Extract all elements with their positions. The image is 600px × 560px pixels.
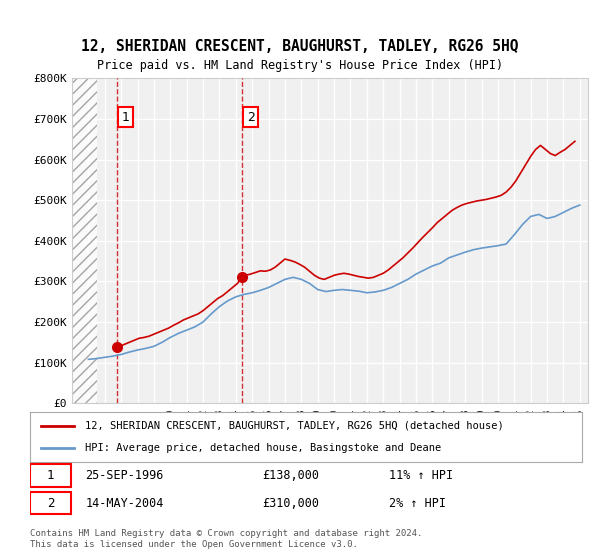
Text: £310,000: £310,000 [262,497,319,510]
Text: 25-SEP-1996: 25-SEP-1996 [85,469,164,482]
Text: 1: 1 [47,469,54,482]
FancyBboxPatch shape [30,492,71,514]
FancyBboxPatch shape [30,464,71,487]
Text: 14-MAY-2004: 14-MAY-2004 [85,497,164,510]
Text: 2: 2 [247,111,254,124]
Text: Price paid vs. HM Land Registry's House Price Index (HPI): Price paid vs. HM Land Registry's House … [97,59,503,72]
Text: 12, SHERIDAN CRESCENT, BAUGHURST, TADLEY, RG26 5HQ: 12, SHERIDAN CRESCENT, BAUGHURST, TADLEY… [81,39,519,54]
Text: £138,000: £138,000 [262,469,319,482]
Text: 2% ↑ HPI: 2% ↑ HPI [389,497,446,510]
Text: HPI: Average price, detached house, Basingstoke and Deane: HPI: Average price, detached house, Basi… [85,443,442,453]
Bar [72,78,97,403]
Text: 11% ↑ HPI: 11% ↑ HPI [389,469,453,482]
Text: Contains HM Land Registry data © Crown copyright and database right 2024.
This d: Contains HM Land Registry data © Crown c… [30,529,422,549]
Text: 1: 1 [122,111,130,124]
Text: 2: 2 [47,497,54,510]
Text: 12, SHERIDAN CRESCENT, BAUGHURST, TADLEY, RG26 5HQ (detached house): 12, SHERIDAN CRESCENT, BAUGHURST, TADLEY… [85,421,504,431]
